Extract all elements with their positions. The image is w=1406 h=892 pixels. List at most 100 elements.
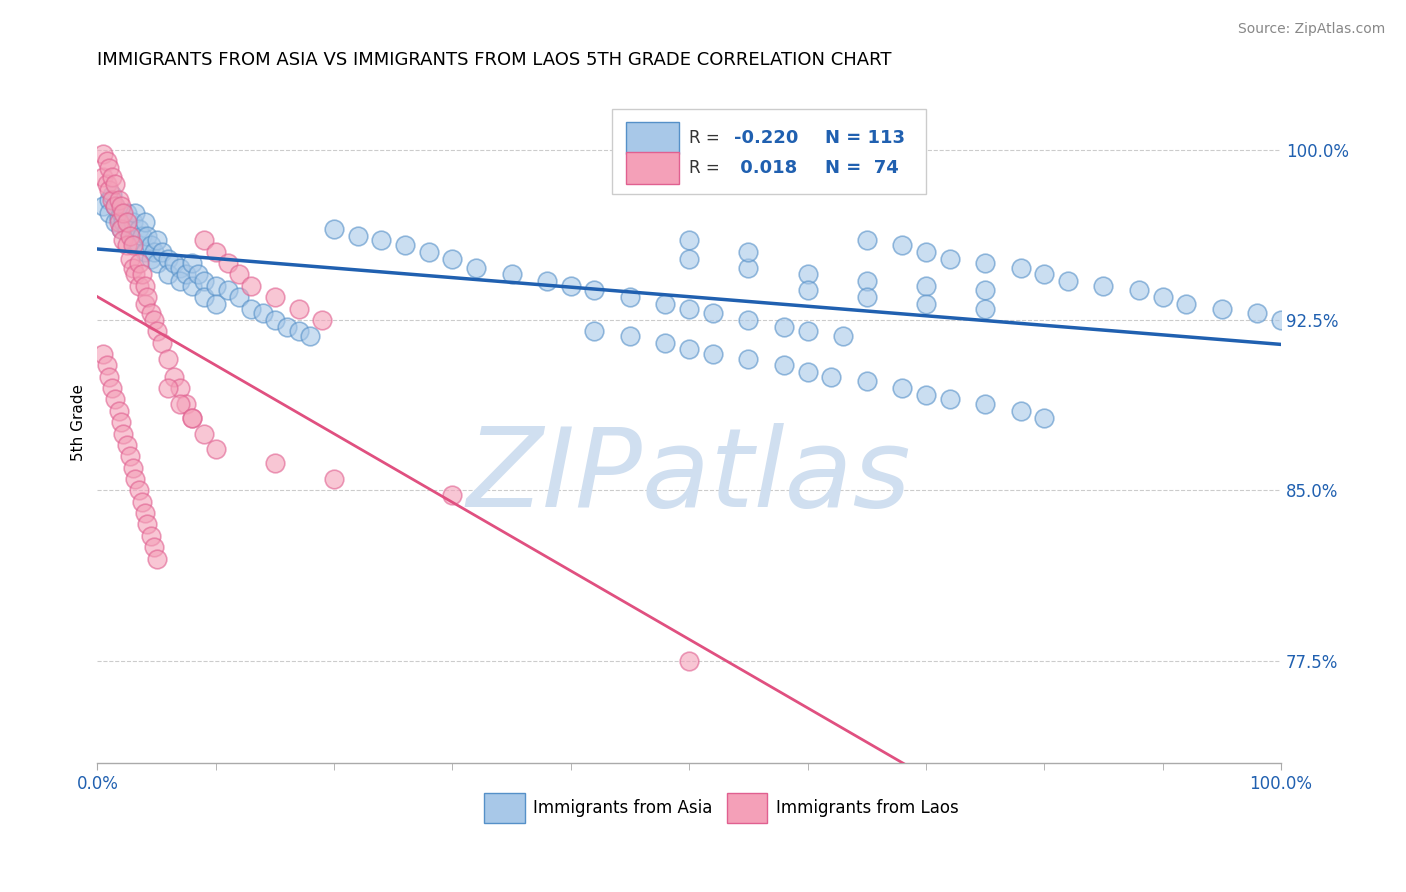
Point bbox=[702, 347, 724, 361]
Point bbox=[157, 252, 180, 266]
Point bbox=[772, 359, 794, 373]
Text: Immigrants from Laos: Immigrants from Laos bbox=[776, 799, 959, 817]
Point bbox=[110, 206, 132, 220]
Point bbox=[678, 654, 700, 668]
Point bbox=[169, 274, 191, 288]
Point bbox=[915, 244, 938, 259]
Point bbox=[134, 506, 156, 520]
Text: N =  74: N = 74 bbox=[825, 159, 898, 177]
Point bbox=[974, 397, 997, 411]
Point bbox=[737, 244, 759, 259]
Point bbox=[110, 415, 132, 429]
FancyBboxPatch shape bbox=[627, 153, 679, 184]
Text: N = 113: N = 113 bbox=[825, 129, 905, 147]
Point bbox=[110, 199, 132, 213]
Text: R =: R = bbox=[689, 159, 725, 177]
Point bbox=[121, 215, 143, 229]
Point bbox=[678, 343, 700, 357]
Text: Immigrants from Asia: Immigrants from Asia bbox=[533, 799, 713, 817]
Point bbox=[169, 397, 191, 411]
Point bbox=[124, 206, 146, 220]
Point bbox=[1270, 313, 1292, 327]
Point bbox=[120, 450, 142, 464]
Point bbox=[100, 169, 122, 184]
Text: R =: R = bbox=[689, 129, 725, 147]
Point bbox=[737, 351, 759, 366]
Point bbox=[145, 324, 167, 338]
Point bbox=[98, 193, 121, 207]
Point bbox=[157, 351, 180, 366]
Point bbox=[217, 284, 239, 298]
Point bbox=[583, 284, 606, 298]
Point bbox=[441, 488, 464, 502]
Point bbox=[120, 252, 142, 266]
Point bbox=[772, 319, 794, 334]
Point bbox=[98, 369, 121, 384]
Point bbox=[1246, 306, 1268, 320]
Point bbox=[193, 274, 215, 288]
Point bbox=[1092, 278, 1115, 293]
Point bbox=[131, 494, 153, 508]
Point bbox=[252, 306, 274, 320]
Point bbox=[181, 410, 204, 425]
Point bbox=[501, 268, 523, 282]
Point bbox=[737, 260, 759, 275]
Point bbox=[299, 329, 322, 343]
Point bbox=[107, 404, 129, 418]
Point bbox=[264, 456, 287, 470]
Point bbox=[678, 234, 700, 248]
Point bbox=[228, 268, 250, 282]
Point bbox=[110, 222, 132, 236]
Point bbox=[112, 426, 135, 441]
Point bbox=[98, 161, 121, 175]
Point bbox=[702, 306, 724, 320]
Point bbox=[204, 278, 226, 293]
Point bbox=[181, 410, 204, 425]
Point bbox=[107, 193, 129, 207]
Point bbox=[938, 392, 960, 407]
FancyBboxPatch shape bbox=[627, 122, 679, 153]
Point bbox=[737, 313, 759, 327]
Point bbox=[287, 324, 309, 338]
Point bbox=[107, 211, 129, 225]
Point bbox=[204, 297, 226, 311]
Point bbox=[323, 472, 346, 486]
Point bbox=[915, 388, 938, 402]
Point bbox=[157, 268, 180, 282]
Point bbox=[418, 244, 440, 259]
Point bbox=[204, 442, 226, 457]
Point bbox=[115, 222, 138, 236]
Point bbox=[91, 347, 114, 361]
Point bbox=[855, 234, 877, 248]
Point bbox=[121, 238, 143, 252]
Point bbox=[91, 147, 114, 161]
Point bbox=[796, 365, 818, 379]
Point bbox=[104, 199, 127, 213]
Point bbox=[187, 268, 209, 282]
Point bbox=[112, 215, 135, 229]
Point bbox=[96, 177, 118, 191]
Point bbox=[915, 297, 938, 311]
Point bbox=[174, 397, 197, 411]
Text: Source: ZipAtlas.com: Source: ZipAtlas.com bbox=[1237, 22, 1385, 37]
Point bbox=[100, 188, 122, 202]
Point bbox=[134, 278, 156, 293]
Point bbox=[100, 193, 122, 207]
Point bbox=[193, 234, 215, 248]
Point bbox=[128, 222, 150, 236]
Point bbox=[974, 256, 997, 270]
Point bbox=[820, 369, 842, 384]
Point bbox=[193, 426, 215, 441]
Point bbox=[174, 268, 197, 282]
Point bbox=[115, 438, 138, 452]
Point bbox=[678, 252, 700, 266]
Point bbox=[204, 244, 226, 259]
Point bbox=[110, 222, 132, 236]
Point bbox=[619, 290, 641, 304]
Point bbox=[115, 215, 138, 229]
Point bbox=[115, 206, 138, 220]
Point bbox=[678, 301, 700, 316]
Point bbox=[169, 381, 191, 395]
Point bbox=[193, 290, 215, 304]
Point bbox=[112, 234, 135, 248]
